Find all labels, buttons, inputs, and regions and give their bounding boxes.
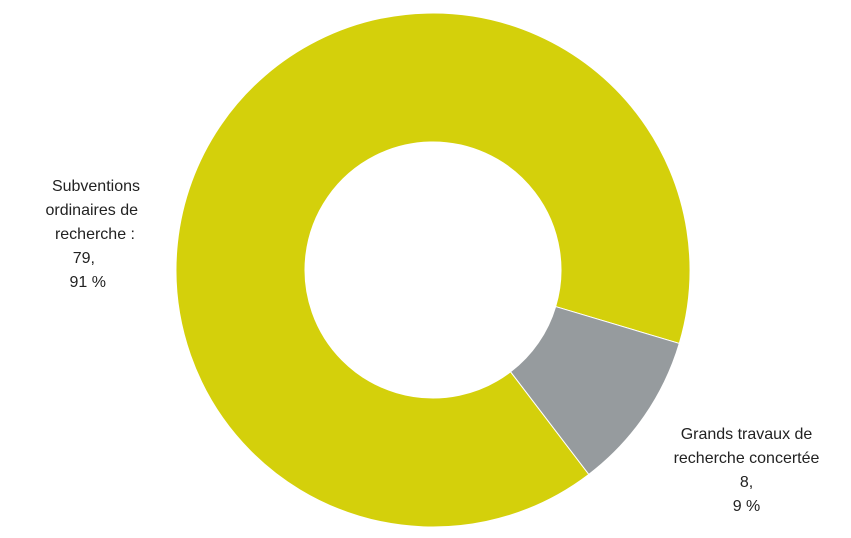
slice-label-line: Grands travaux de [680, 426, 813, 443]
slice-label-line: 9 % [732, 498, 761, 515]
slice-label-line: 79, [72, 250, 95, 267]
slice-label-line: 91 % [69, 274, 106, 291]
slice-label-line: ordinaires de [45, 202, 139, 219]
slice-label-line: Subventions [51, 178, 140, 195]
slice-label-line: recherche concertée [673, 450, 820, 467]
slice-subventions-ordinaires [175, 12, 691, 528]
slice-grands-travaux [509, 305, 680, 476]
slice-label-subventions: Subventions ordinaires de recherche : 79… [0, 175, 185, 295]
slice-label-grands-travaux: Grands travaux de recherche concertée 8,… [654, 423, 839, 519]
slice-label-line: 8, [739, 474, 754, 491]
slice-label-line: recherche : [54, 226, 135, 243]
